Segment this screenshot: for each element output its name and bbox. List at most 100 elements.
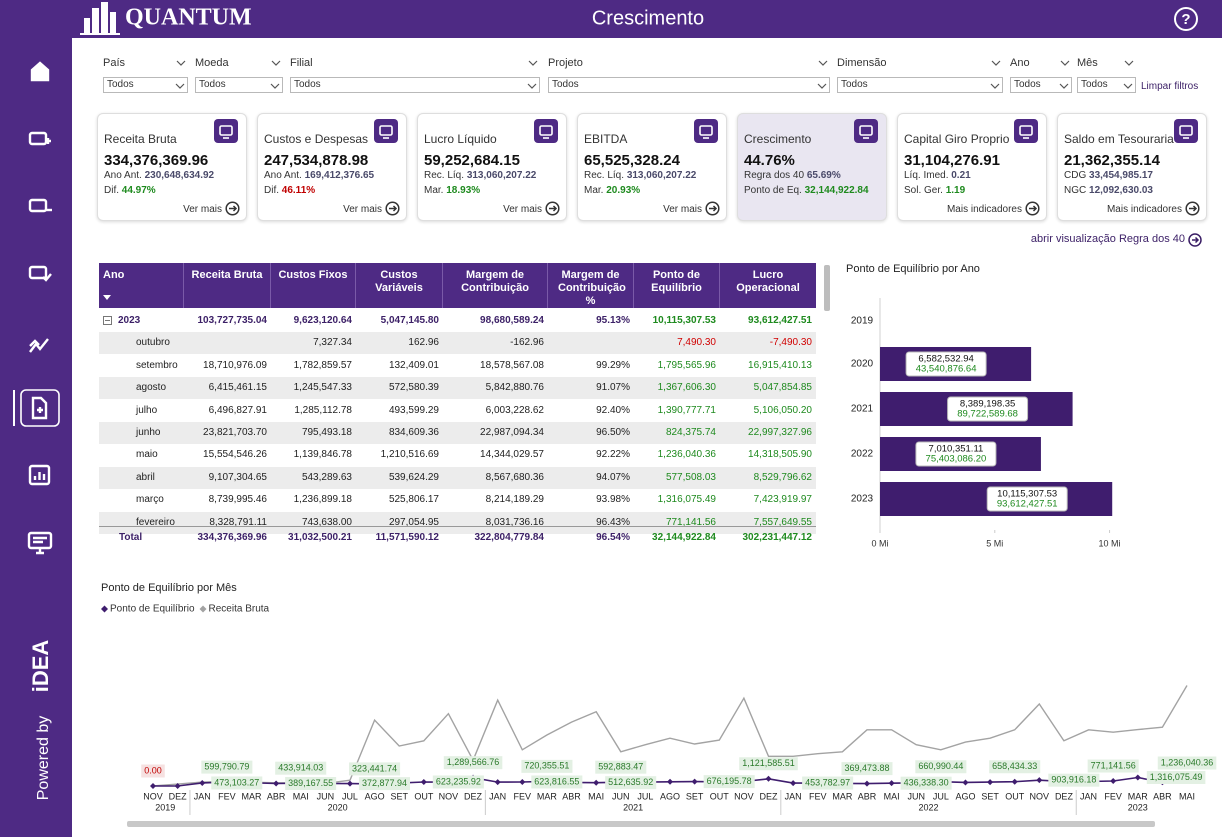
kpi-card[interactable]: Capital Giro Proprio 31,104,276.91 Líq. Im… <box>897 113 1047 221</box>
card-link[interactable]: Ver mais <box>183 204 222 215</box>
table-cell: 14,344,029.57 <box>480 449 544 461</box>
data-label: 676,195.78 <box>707 776 752 786</box>
card-link-arrow[interactable] <box>1185 201 1200 216</box>
filter-label: Ano <box>1010 57 1030 69</box>
help-button[interactable] <box>1174 7 1198 31</box>
indicators-icon[interactable] <box>28 464 51 486</box>
card-link-arrow[interactable] <box>225 201 240 216</box>
filter-select[interactable]: Todos <box>1077 77 1136 93</box>
table-cell: 15,554,546.26 <box>203 449 267 461</box>
row-background <box>99 377 816 400</box>
x-tick-label: NOV <box>143 791 163 801</box>
card-link[interactable]: Mais indicadores <box>946 204 1022 215</box>
card-link-arrow[interactable] <box>705 201 720 216</box>
table-cell: 99.29% <box>596 359 630 371</box>
x-group-label: 2020 <box>328 802 348 812</box>
point-marker <box>199 779 206 786</box>
card-line-value: 20.93% <box>606 185 641 196</box>
ebitda-icon[interactable] <box>29 338 49 353</box>
y-tick-label: 2023 <box>851 494 874 505</box>
filter-select-chevron <box>1059 83 1069 89</box>
sort-indicator <box>103 295 111 300</box>
data-label: 623,235.92 <box>436 776 481 786</box>
table-cell: junho <box>136 427 161 438</box>
table-cell: 334,376,369.96 <box>197 532 267 543</box>
collapse-toggle[interactable] <box>103 316 112 325</box>
x-tick-label: JAN <box>194 791 211 801</box>
filter-label-chevron <box>271 60 281 66</box>
card-line-label: Ano Ant. <box>264 170 302 181</box>
table-cell: 96.50% <box>596 427 630 438</box>
card-link[interactable]: Ver mais <box>503 204 542 215</box>
x-tick-label: ABR <box>562 791 581 801</box>
data-label-box <box>531 775 583 789</box>
card-link-arrow[interactable] <box>545 201 560 216</box>
card-value: 59,252,684.15 <box>424 152 520 169</box>
table-cell: 18,710,976.09 <box>203 359 267 371</box>
card-icon <box>534 119 558 143</box>
total-border <box>99 526 816 527</box>
costs-icon[interactable] <box>28 198 48 213</box>
kpi-card[interactable]: Receita Bruta 334,376,369.96 Ano Ant. 230,… <box>97 113 247 221</box>
y-tick-label: 2022 <box>851 449 874 460</box>
table-cell: 10,115,307.53 <box>652 315 716 326</box>
table-cell: 1,316,075.49 <box>657 494 716 506</box>
table-cell: 8,529,796.62 <box>753 471 812 483</box>
card-link[interactable]: Ver mais <box>343 204 382 215</box>
table-cell: 539,624.29 <box>388 471 439 483</box>
card-line-label: Líq. Imed. <box>904 170 949 181</box>
page-title: Crescimento <box>592 7 704 29</box>
table-cell: 525,806.17 <box>388 494 439 506</box>
x-group-label: 2022 <box>919 802 939 812</box>
table-cell: 771,141.56 <box>665 516 716 528</box>
kpi-card[interactable]: EBITDA 65,525,328.24 Rec. Líq. 313,060,207… <box>577 113 727 221</box>
data-label: 512,635.92 <box>608 777 653 787</box>
rule40-arrow[interactable] <box>1188 233 1202 247</box>
data-label-box <box>349 762 401 776</box>
kpi-card[interactable]: Saldo em Tesouraria 21,362,355.14 CDG 33,4… <box>1057 113 1207 221</box>
kpi-card[interactable]: Crescimento 44.76% Regra dos 40 65.69% Pont… <box>737 113 887 221</box>
table-cell: 7,557,649.55 <box>753 516 812 528</box>
card-value: 334,376,369.96 <box>104 152 209 169</box>
card-link-arrow[interactable] <box>1025 201 1040 216</box>
filter-select[interactable]: Todos <box>103 77 188 93</box>
home-icon[interactable] <box>30 61 50 82</box>
revenue-icon[interactable] <box>28 131 48 146</box>
card-icon <box>374 119 398 143</box>
profit-icon[interactable] <box>28 265 48 280</box>
filter-select[interactable]: Todos <box>548 77 830 93</box>
card-title: Crescimento <box>744 132 812 146</box>
data-label: 436,338.30 <box>904 778 949 788</box>
filter-select[interactable]: Todos <box>1010 77 1072 93</box>
card-line-label: NGC <box>1064 185 1087 196</box>
kpi-card[interactable]: Custos e Despesas 247,534,878.98 Ano Ant. … <box>257 113 407 221</box>
brand-name: QUANTUM <box>125 5 252 31</box>
filter-select[interactable]: Todos <box>195 77 283 93</box>
powered-by: Powered by <box>35 716 52 801</box>
data-label-box <box>521 759 573 773</box>
card-link[interactable]: Ver mais <box>663 204 702 215</box>
point-marker <box>888 780 895 787</box>
x-tick-label: AGO <box>365 791 385 801</box>
x-tick-label: AGO <box>955 791 975 801</box>
filter-select[interactable]: Todos <box>837 77 1003 93</box>
data-label: 1,289,566.76 <box>447 757 500 767</box>
growth-icon-selected[interactable] <box>20 389 60 427</box>
table-cell: -162.96 <box>510 337 544 349</box>
clear-filters[interactable]: Limpar filtros <box>1141 81 1199 92</box>
table-cell: fevereiro <box>136 516 175 528</box>
table-cell: 11,571,590.12 <box>375 532 439 543</box>
rule40-link[interactable]: abrir visualização Regra dos 40 <box>1030 233 1185 245</box>
table-cell: 302,231,447.12 <box>742 532 812 543</box>
filter-select[interactable]: Todos <box>290 77 540 93</box>
card-link-arrow[interactable] <box>385 201 400 216</box>
filter-select-chevron <box>270 83 280 89</box>
card-link[interactable]: Mais indicadores <box>1106 204 1182 215</box>
y-tick-label: 2019 <box>851 316 874 327</box>
filter-label: Dimensão <box>837 57 887 69</box>
table-cell: 1,782,859.57 <box>293 359 352 371</box>
table-cell: Total <box>119 532 143 543</box>
x-tick-label: JAN <box>785 791 802 801</box>
help-text[interactable]: ? <box>1181 11 1190 28</box>
kpi-card[interactable]: Lucro Líquido 59,252,684.15 Rec. Líq. 313,… <box>417 113 567 221</box>
